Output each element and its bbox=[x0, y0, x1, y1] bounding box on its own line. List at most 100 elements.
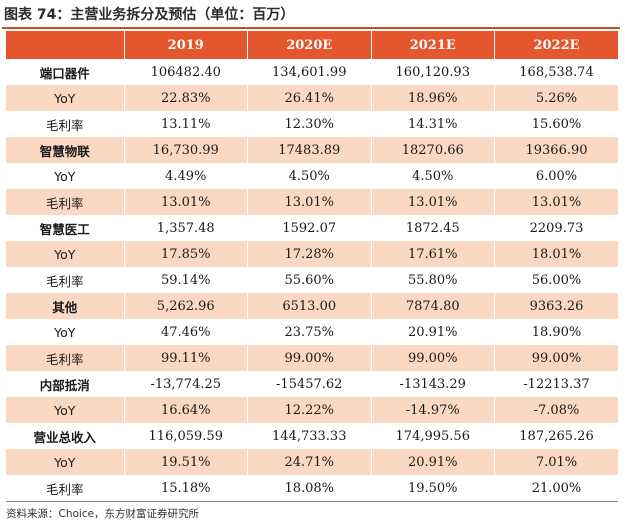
value-cell: 13.01% bbox=[123, 189, 248, 215]
value-cell: 4.50% bbox=[247, 163, 371, 189]
value-cell: 24.71% bbox=[247, 449, 371, 475]
figure-title: 图表 74：主营业务拆分及预估（单位：百万） bbox=[4, 7, 295, 23]
value-cell: 13.01% bbox=[247, 189, 371, 215]
table-header-row: 2019 2020E 2021E 2022E bbox=[6, 31, 618, 59]
table-row: 毛利率 99.11% 99.00% 99.00% 99.00% bbox=[6, 345, 618, 371]
value-cell: 4.49% bbox=[123, 163, 248, 189]
row-label: 内部抵消 bbox=[6, 371, 124, 397]
value-cell: -13,774.25 bbox=[123, 371, 248, 397]
table-row: YoY 16.64% 12.22% -14.97% -7.08% bbox=[6, 397, 618, 423]
value-cell: 6.00% bbox=[494, 163, 618, 189]
header-cell-2021e: 2021E bbox=[370, 31, 495, 59]
row-label: 智慧医工 bbox=[6, 215, 124, 241]
value-cell: 13.01% bbox=[494, 189, 618, 215]
value-cell: 55.60% bbox=[247, 267, 371, 293]
value-cell: 19366.90 bbox=[494, 137, 618, 163]
value-cell: 6513.00 bbox=[247, 293, 371, 319]
value-cell: -13143.29 bbox=[370, 371, 495, 397]
value-cell: 9363.26 bbox=[494, 293, 618, 319]
table-row: 毛利率 59.14% 55.60% 55.80% 56.00% bbox=[6, 267, 618, 293]
value-cell: 1,357.48 bbox=[123, 215, 248, 241]
value-cell: 22.83% bbox=[123, 85, 248, 111]
value-cell: 19.51% bbox=[123, 449, 248, 475]
value-cell: 5,262.96 bbox=[123, 293, 248, 319]
value-cell: 7874.80 bbox=[370, 293, 495, 319]
table-row: YoY 47.46% 23.75% 20.91% 18.90% bbox=[6, 319, 618, 345]
value-cell: 12.30% bbox=[247, 111, 371, 137]
value-cell: -15457.62 bbox=[247, 371, 371, 397]
row-label: 毛利率 bbox=[6, 111, 124, 137]
table-row: 毛利率 13.11% 12.30% 14.31% 15.60% bbox=[6, 111, 618, 137]
row-label: 毛利率 bbox=[6, 267, 124, 293]
revenue-table: 2019 2020E 2021E 2022E 端口器件 106482.40 134,… bbox=[6, 31, 618, 501]
value-cell: 16.64% bbox=[123, 397, 248, 423]
row-label: 毛利率 bbox=[6, 189, 124, 215]
value-cell: 47.46% bbox=[123, 319, 248, 345]
value-cell: 99.00% bbox=[247, 345, 371, 371]
value-cell: 19.50% bbox=[370, 475, 495, 501]
value-cell: 144,733.33 bbox=[247, 423, 371, 449]
value-cell: 14.31% bbox=[370, 111, 495, 137]
value-cell: 15.60% bbox=[494, 111, 618, 137]
row-label: 毛利率 bbox=[6, 345, 124, 371]
value-cell: 18270.66 bbox=[370, 137, 495, 163]
row-label: YoY bbox=[6, 85, 124, 111]
value-cell: 55.80% bbox=[370, 267, 495, 293]
value-cell: 17.28% bbox=[247, 241, 371, 267]
row-label: YoY bbox=[6, 319, 124, 345]
value-cell: 18.08% bbox=[247, 475, 371, 501]
value-cell: 99.00% bbox=[370, 345, 495, 371]
value-cell: 26.41% bbox=[247, 85, 371, 111]
value-cell: 13.01% bbox=[370, 189, 495, 215]
value-cell: 23.75% bbox=[247, 319, 371, 345]
row-label: YoY bbox=[6, 397, 124, 423]
value-cell: -14.97% bbox=[370, 397, 495, 423]
value-cell: -12213.37 bbox=[494, 371, 618, 397]
value-cell: 116,059.59 bbox=[123, 423, 248, 449]
value-cell: 18.01% bbox=[494, 241, 618, 267]
table-row: YoY 22.83% 26.41% 18.96% 5.26% bbox=[6, 85, 618, 111]
header-cell-blank bbox=[6, 31, 124, 59]
title-divider bbox=[2, 27, 620, 29]
value-cell: 1592.07 bbox=[247, 215, 371, 241]
table-body: 端口器件 106482.40 134,601.99 160,120.93 168,538… bbox=[6, 59, 618, 501]
table-row: YoY 19.51% 24.71% 20.91% 7.01% bbox=[6, 449, 618, 475]
table-bottom-rule bbox=[6, 501, 618, 502]
value-cell: 106482.40 bbox=[123, 59, 248, 85]
value-cell: 20.91% bbox=[370, 319, 495, 345]
value-cell: 16,730.99 bbox=[123, 137, 248, 163]
row-label: 营业总收入 bbox=[6, 423, 124, 449]
value-cell: 17483.89 bbox=[247, 137, 371, 163]
table-row: 毛利率 13.01% 13.01% 13.01% 13.01% bbox=[6, 189, 618, 215]
row-label: 其他 bbox=[6, 293, 124, 319]
table-row: 其他 5,262.96 6513.00 7874.80 9363.26 bbox=[6, 293, 618, 319]
value-cell: 4.50% bbox=[370, 163, 495, 189]
row-label: YoY bbox=[6, 241, 124, 267]
value-cell: -7.08% bbox=[494, 397, 618, 423]
value-cell: 13.11% bbox=[123, 111, 248, 137]
header-cell-2020e: 2020E bbox=[247, 31, 371, 59]
source-note: 资料来源：Choice，东方财富证券研究所 bbox=[6, 508, 200, 520]
table-row: YoY 4.49% 4.50% 4.50% 6.00% bbox=[6, 163, 618, 189]
value-cell: 12.22% bbox=[247, 397, 371, 423]
value-cell: 134,601.99 bbox=[247, 59, 371, 85]
value-cell: 21.00% bbox=[494, 475, 618, 501]
value-cell: 187,265.26 bbox=[494, 423, 618, 449]
value-cell: 18.90% bbox=[494, 319, 618, 345]
value-cell: 7.01% bbox=[494, 449, 618, 475]
value-cell: 59.14% bbox=[123, 267, 248, 293]
row-label: 智慧物联 bbox=[6, 137, 124, 163]
table-row: 毛利率 15.18% 18.08% 19.50% 21.00% bbox=[6, 475, 618, 501]
value-cell: 5.26% bbox=[494, 85, 618, 111]
value-cell: 174,995.56 bbox=[370, 423, 495, 449]
value-cell: 18.96% bbox=[370, 85, 495, 111]
header-cell-2022e: 2022E bbox=[494, 31, 618, 59]
row-label: 端口器件 bbox=[6, 59, 124, 85]
value-cell: 15.18% bbox=[123, 475, 248, 501]
value-cell: 20.91% bbox=[370, 449, 495, 475]
table-row: 端口器件 106482.40 134,601.99 160,120.93 168,538… bbox=[6, 59, 618, 85]
value-cell: 168,538.74 bbox=[494, 59, 618, 85]
value-cell: 99.11% bbox=[123, 345, 248, 371]
header-cell-2019: 2019 bbox=[123, 31, 248, 59]
value-cell: 99.00% bbox=[494, 345, 618, 371]
